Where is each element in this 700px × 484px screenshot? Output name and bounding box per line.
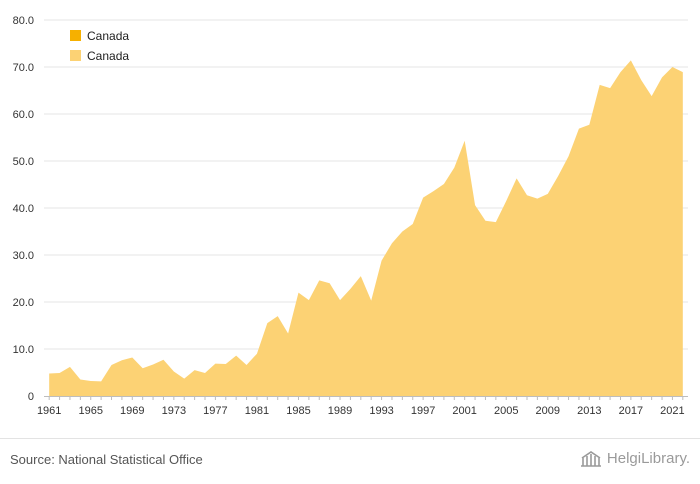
x-tick-label: 2001 — [452, 405, 476, 417]
legend: Canada Canada — [70, 29, 129, 63]
x-tick-label: 1985 — [286, 405, 310, 417]
x-axis: 1961 1965 1969 1973 1977 1981 1985 1989 1993 1997… — [37, 396, 688, 417]
x-tick-label: 2021 — [660, 405, 684, 417]
y-tick-label: 50.0 — [13, 156, 34, 168]
y-tick-label: 20.0 — [13, 297, 34, 309]
y-tick-label: 30.0 — [13, 250, 34, 262]
y-tick-label: 60.0 — [13, 109, 34, 121]
x-tick-label: 1973 — [162, 405, 186, 417]
legend-item[interactable]: Canada — [70, 29, 129, 43]
x-tick-label: 1989 — [328, 405, 352, 417]
series-layer — [49, 60, 683, 397]
brand-logo[interactable]: HelgiLibrary. — [580, 450, 690, 467]
x-tick-label: 2017 — [619, 405, 643, 417]
y-tick-label: 40.0 — [13, 203, 34, 215]
x-tick-label: 1977 — [203, 405, 227, 417]
x-tick-label: 1965 — [78, 405, 102, 417]
brand-name: HelgiLibrary. — [606, 450, 690, 467]
y-axis: 0 10.0 20.0 30.0 40.0 50.0 60.0 70.0 80.0 — [13, 15, 34, 403]
x-tick-label: 2005 — [494, 405, 518, 417]
legend-swatch — [70, 50, 81, 61]
legend-item[interactable]: Canada — [70, 49, 129, 63]
gridlines — [44, 19, 688, 350]
y-tick-label: 80.0 — [13, 15, 34, 27]
x-tick-label: 2013 — [577, 405, 601, 417]
x-tick-label: 1961 — [37, 405, 61, 417]
y-tick-label: 70.0 — [13, 62, 34, 74]
y-tick-label: 0 — [28, 391, 34, 403]
area-chart: 010.020.030.040.050.060.070.080.0 1961 19… — [13, 15, 688, 417]
x-tick-label: 2009 — [536, 405, 560, 417]
legend-label: Canada — [87, 49, 129, 63]
x-tick-label: 1997 — [411, 405, 435, 417]
x-tick-label: 1969 — [120, 405, 144, 417]
x-tick-label: 1993 — [369, 405, 393, 417]
footer: Source: National Statistical Office Helg… — [0, 438, 700, 484]
y-tick-label: 10.0 — [13, 344, 34, 356]
x-tick-label: 1981 — [245, 405, 269, 417]
source-note: Source: National Statistical Office — [10, 452, 203, 467]
series-area-canada[interactable] — [49, 60, 683, 397]
legend-label: Canada — [87, 29, 129, 43]
library-icon — [580, 450, 601, 467]
legend-swatch — [70, 30, 81, 41]
